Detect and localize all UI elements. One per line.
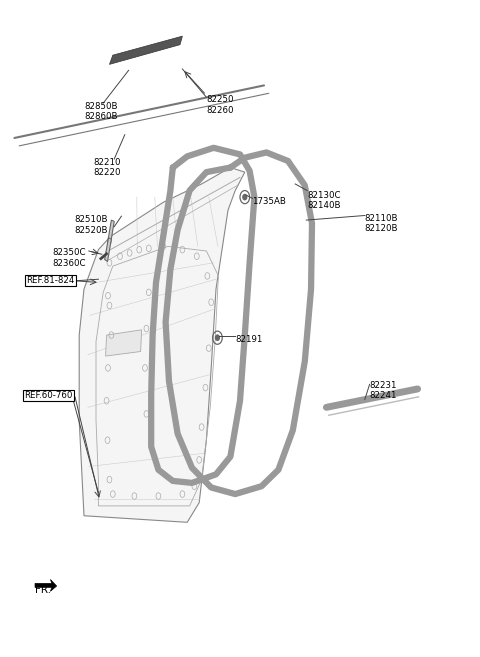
Polygon shape bbox=[106, 330, 142, 356]
Text: 82191: 82191 bbox=[235, 335, 263, 344]
Text: 82210
82220: 82210 82220 bbox=[94, 158, 121, 177]
Text: 82110B
82120B: 82110B 82120B bbox=[365, 214, 398, 233]
Text: FR.: FR. bbox=[35, 585, 51, 595]
Text: 1735AB: 1735AB bbox=[252, 197, 286, 206]
Polygon shape bbox=[35, 579, 57, 591]
Polygon shape bbox=[105, 238, 111, 261]
Text: 82130C
82140B: 82130C 82140B bbox=[307, 191, 341, 210]
Circle shape bbox=[243, 194, 247, 200]
Text: 82231
82241: 82231 82241 bbox=[370, 381, 397, 401]
Text: 82850B
82860B: 82850B 82860B bbox=[84, 102, 118, 122]
Text: 82250
82260: 82250 82260 bbox=[206, 95, 234, 115]
Polygon shape bbox=[79, 168, 245, 522]
Text: 82350C
82360C: 82350C 82360C bbox=[53, 248, 86, 268]
Polygon shape bbox=[109, 36, 182, 64]
Text: 82510B
82520B: 82510B 82520B bbox=[74, 215, 108, 235]
Text: REF.81-824: REF.81-824 bbox=[26, 276, 75, 285]
Polygon shape bbox=[108, 220, 114, 244]
Circle shape bbox=[216, 335, 219, 340]
Text: REF.60-760: REF.60-760 bbox=[24, 391, 72, 400]
